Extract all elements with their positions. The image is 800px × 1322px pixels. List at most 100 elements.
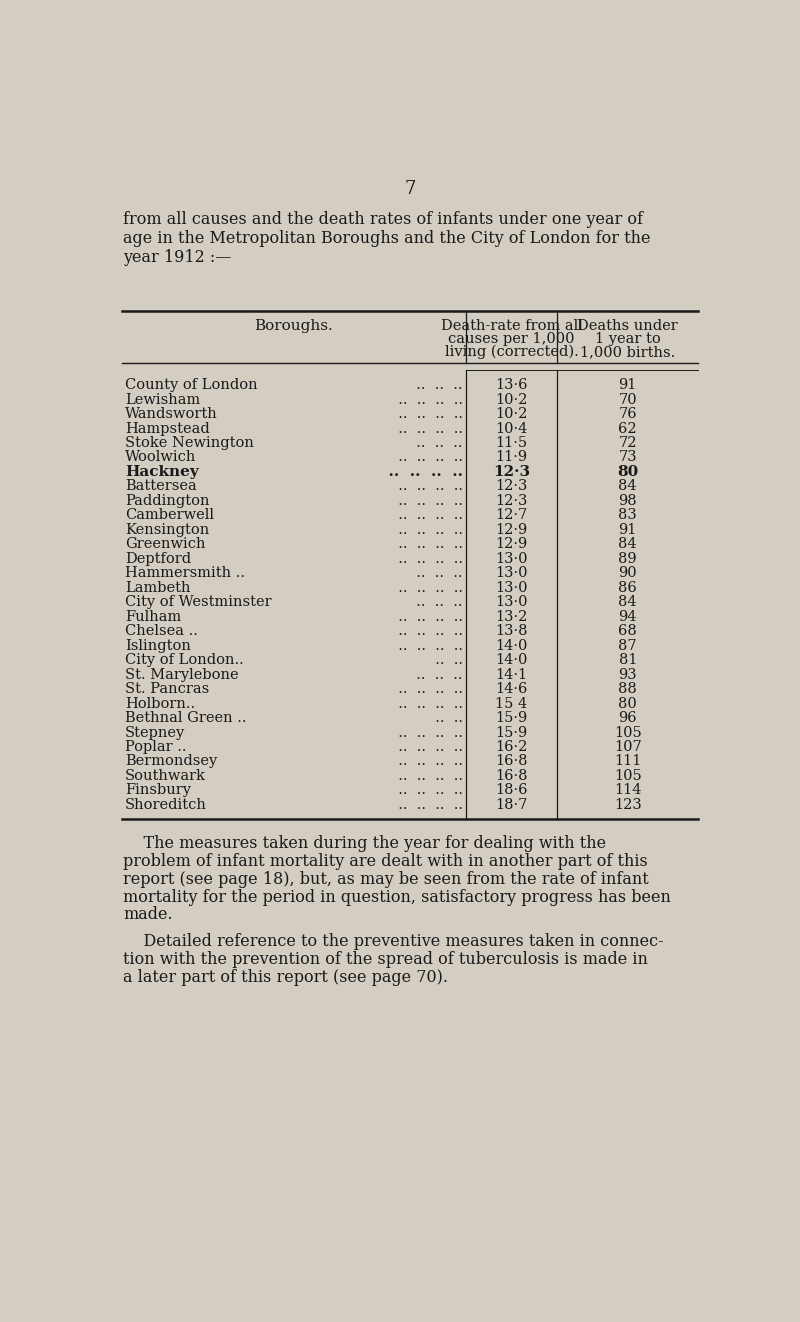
Text: from all causes and the death rates of infants under one year of: from all causes and the death rates of i…: [123, 212, 643, 227]
Text: ..  ..  ..  ..: .. .. .. ..: [389, 784, 462, 797]
Text: 80: 80: [617, 465, 638, 479]
Text: 90: 90: [618, 566, 637, 580]
Text: 14·1: 14·1: [495, 668, 527, 682]
Text: Fulham: Fulham: [125, 609, 181, 624]
Text: 72: 72: [618, 436, 637, 449]
Text: made.: made.: [123, 907, 173, 923]
Text: ..  ..  ..: .. .. ..: [407, 595, 462, 609]
Text: ..  ..  ..  ..: .. .. .. ..: [389, 580, 462, 595]
Text: 123: 123: [614, 798, 642, 812]
Text: 14·0: 14·0: [495, 639, 528, 653]
Text: ..  ..  ..  ..: .. .. .. ..: [389, 769, 462, 783]
Text: 13·0: 13·0: [495, 551, 528, 566]
Text: ..  ..  ..  ..: .. .. .. ..: [389, 407, 462, 420]
Text: 114: 114: [614, 784, 642, 797]
Text: mortality for the period in question, satisfactory progress has been: mortality for the period in question, sa…: [123, 888, 671, 906]
Text: 111: 111: [614, 755, 642, 768]
Text: 84: 84: [618, 537, 637, 551]
Text: ..  ..: .. ..: [426, 653, 462, 668]
Text: Hammersmith ..: Hammersmith ..: [125, 566, 245, 580]
Text: 15 4: 15 4: [495, 697, 528, 710]
Text: 14·6: 14·6: [495, 682, 528, 697]
Text: 11·5: 11·5: [495, 436, 527, 449]
Text: St. Pancras: St. Pancras: [125, 682, 209, 697]
Text: 84: 84: [618, 480, 637, 493]
Text: 13·0: 13·0: [495, 580, 528, 595]
Text: ..  ..  ..  ..: .. .. .. ..: [389, 522, 462, 537]
Text: ..  ..  ..  ..: .. .. .. ..: [389, 726, 462, 739]
Text: 105: 105: [614, 769, 642, 783]
Text: St. Marylebone: St. Marylebone: [125, 668, 238, 682]
Text: 16·8: 16·8: [495, 755, 528, 768]
Text: City of London..: City of London..: [125, 653, 243, 668]
Text: 12·3: 12·3: [495, 494, 528, 508]
Text: City of Westminster: City of Westminster: [125, 595, 271, 609]
Text: 96: 96: [618, 711, 637, 724]
Text: Woolwich: Woolwich: [125, 451, 196, 464]
Text: Islington: Islington: [125, 639, 190, 653]
Text: ..  ..  ..  ..: .. .. .. ..: [389, 451, 462, 464]
Text: 73: 73: [618, 451, 637, 464]
Text: County of London: County of London: [125, 378, 258, 393]
Text: Lambeth: Lambeth: [125, 580, 190, 595]
Text: 83: 83: [618, 509, 637, 522]
Text: ..  ..  ..  ..: .. .. .. ..: [389, 509, 462, 522]
Text: ..  ..  ..  ..: .. .. .. ..: [389, 740, 462, 754]
Text: ..  ..  ..  ..: .. .. .. ..: [378, 465, 462, 479]
Text: ..  ..  ..: .. .. ..: [407, 566, 462, 580]
Text: Bethnal Green ..: Bethnal Green ..: [125, 711, 246, 724]
Text: 16·8: 16·8: [495, 769, 528, 783]
Text: Hackney: Hackney: [125, 465, 198, 479]
Text: year 1912 :—: year 1912 :—: [123, 250, 232, 267]
Text: 1 year to: 1 year to: [595, 332, 661, 346]
Text: 10·2: 10·2: [495, 393, 528, 407]
Text: Hampstead: Hampstead: [125, 422, 210, 435]
Text: 16·2: 16·2: [495, 740, 528, 754]
Text: Lewisham: Lewisham: [125, 393, 200, 407]
Text: 86: 86: [618, 580, 637, 595]
Text: Stepney: Stepney: [125, 726, 185, 739]
Text: 1,000 births.: 1,000 births.: [580, 345, 675, 360]
Text: 70: 70: [618, 393, 637, 407]
Text: 13·8: 13·8: [495, 624, 528, 639]
Text: Wandsworth: Wandsworth: [125, 407, 218, 420]
Text: 91: 91: [618, 378, 637, 393]
Text: Bermondsey: Bermondsey: [125, 755, 217, 768]
Text: Camberwell: Camberwell: [125, 509, 214, 522]
Text: 15·9: 15·9: [495, 726, 528, 739]
Text: age in the Metropolitan Boroughs and the City of London for the: age in the Metropolitan Boroughs and the…: [123, 230, 650, 247]
Text: 12·9: 12·9: [495, 537, 528, 551]
Text: ..  ..  ..  ..: .. .. .. ..: [389, 480, 462, 493]
Text: 87: 87: [618, 639, 637, 653]
Text: ..  ..  ..  ..: .. .. .. ..: [389, 798, 462, 812]
Text: 10·4: 10·4: [495, 422, 528, 435]
Text: ..  ..  ..: .. .. ..: [407, 668, 462, 682]
Text: Detailed reference to the preventive measures taken in connec-: Detailed reference to the preventive mea…: [123, 933, 664, 951]
Text: 107: 107: [614, 740, 642, 754]
Text: 14·0: 14·0: [495, 653, 528, 668]
Text: ..  ..  ..: .. .. ..: [407, 436, 462, 449]
Text: tion with the prevention of the spread of tuberculosis is made in: tion with the prevention of the spread o…: [123, 951, 648, 968]
Text: 13·0: 13·0: [495, 595, 528, 609]
Text: ..  ..  ..  ..: .. .. .. ..: [389, 422, 462, 435]
Text: 81: 81: [618, 653, 637, 668]
Text: 12·9: 12·9: [495, 522, 528, 537]
Text: 13·6: 13·6: [495, 378, 528, 393]
Text: living (corrected).: living (corrected).: [445, 345, 578, 360]
Text: ..  ..  ..  ..: .. .. .. ..: [389, 639, 462, 653]
Text: Battersea: Battersea: [125, 480, 197, 493]
Text: Stoke Newington: Stoke Newington: [125, 436, 254, 449]
Text: causes per 1,000: causes per 1,000: [448, 332, 574, 346]
Text: 12·3: 12·3: [495, 480, 528, 493]
Text: 88: 88: [618, 682, 637, 697]
Text: ..  ..  ..  ..: .. .. .. ..: [389, 537, 462, 551]
Text: 11·9: 11·9: [495, 451, 527, 464]
Text: ..  ..  ..  ..: .. .. .. ..: [389, 551, 462, 566]
Text: 12·7: 12·7: [495, 509, 528, 522]
Text: ..  ..  ..  ..: .. .. .. ..: [389, 682, 462, 697]
Text: Greenwich: Greenwich: [125, 537, 206, 551]
Text: 15·9: 15·9: [495, 711, 528, 724]
Text: 105: 105: [614, 726, 642, 739]
Text: 10·2: 10·2: [495, 407, 528, 420]
Text: 18·6: 18·6: [495, 784, 528, 797]
